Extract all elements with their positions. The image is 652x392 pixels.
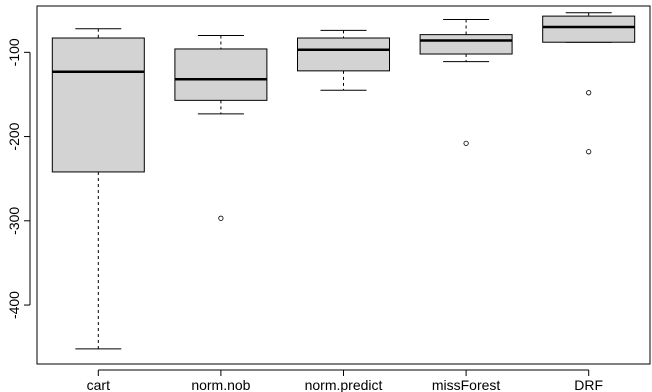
y-axis: -100 -200 -300 -400 [6,38,31,319]
outlier-point [463,140,469,146]
iqr-box [174,48,268,101]
outlier-point [586,90,592,96]
x-tick-label: norm.nob [191,377,250,392]
y-tick-label: -400 [6,291,22,319]
box-norm.nob [174,34,268,221]
y-tick-label: -200 [6,122,22,150]
x-tick-label: cart [87,377,110,392]
x-tick-label: DRF [574,377,603,392]
outlier-point [586,149,592,155]
x-tick-label: norm.predict [305,377,383,392]
box-norm.predict [297,29,390,91]
y-tick-label: -300 [6,207,22,235]
iqr-box [542,15,636,43]
box-DRF [542,12,636,155]
iqr-box [51,37,145,173]
box-cart [51,28,145,350]
iqr-box [419,34,513,55]
box-series [51,12,636,350]
box-missForest [419,18,513,146]
y-tick-label: -100 [6,38,22,66]
plot-frame [36,5,651,365]
iqr-box [297,37,390,72]
x-axis: cart norm.nob norm.predict missForest DRF [87,369,603,392]
outlier-point [218,215,224,221]
x-tick-label: missForest [432,377,501,392]
